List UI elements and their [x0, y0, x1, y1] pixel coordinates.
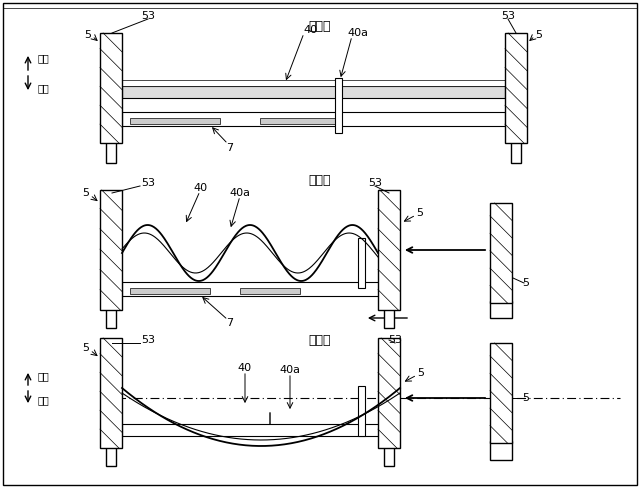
Text: 53: 53 [501, 11, 515, 21]
Text: （ａ）: （ａ） [308, 20, 332, 33]
Bar [122, 86, 505, 98]
Bar [100, 33, 122, 143]
Bar [122, 424, 380, 436]
Text: 40: 40 [303, 25, 317, 35]
Text: 7: 7 [227, 318, 234, 328]
Text: 53: 53 [141, 11, 155, 21]
Text: 上方: 上方 [38, 53, 50, 63]
Text: 上方: 上方 [38, 371, 50, 381]
Bar [130, 118, 220, 124]
Bar [378, 190, 400, 310]
Text: 5: 5 [417, 208, 424, 218]
Text: 53: 53 [141, 178, 155, 188]
Text: 53: 53 [368, 178, 382, 188]
Text: 5: 5 [522, 278, 529, 288]
Bar [358, 238, 365, 288]
Bar [260, 118, 340, 124]
Text: 5: 5 [536, 30, 543, 40]
Bar [240, 288, 300, 294]
Text: 5: 5 [84, 30, 92, 40]
Text: （ｂ）: （ｂ） [308, 174, 332, 186]
Bar [490, 301, 512, 318]
Text: 5: 5 [83, 188, 90, 198]
Bar [106, 446, 116, 466]
Bar [130, 288, 210, 294]
Text: 40: 40 [238, 363, 252, 373]
Bar [100, 190, 122, 310]
Text: 53: 53 [388, 335, 402, 345]
Bar [511, 141, 521, 163]
Text: 53: 53 [141, 335, 155, 345]
Bar [384, 308, 394, 328]
Bar [122, 112, 505, 126]
Text: 40a: 40a [348, 28, 369, 38]
Text: 40a: 40a [280, 365, 301, 375]
Text: 5: 5 [417, 368, 424, 378]
Bar [358, 386, 365, 436]
Bar [106, 141, 116, 163]
Bar [106, 308, 116, 328]
Bar [490, 203, 512, 303]
Text: 下方: 下方 [38, 83, 50, 93]
Bar [122, 80, 505, 86]
Text: （ｃ）: （ｃ） [308, 333, 332, 346]
Text: 7: 7 [227, 143, 234, 153]
Bar [505, 33, 527, 143]
Bar [490, 441, 512, 460]
Bar [384, 446, 394, 466]
Text: 40a: 40a [230, 188, 250, 198]
Text: 5: 5 [83, 343, 90, 353]
Bar [490, 343, 512, 443]
Text: 40: 40 [193, 183, 207, 193]
Bar [122, 282, 380, 296]
Text: 下方: 下方 [38, 395, 50, 405]
Bar [335, 78, 342, 133]
Bar [100, 338, 122, 448]
Text: 5: 5 [522, 393, 529, 403]
Bar [378, 338, 400, 448]
